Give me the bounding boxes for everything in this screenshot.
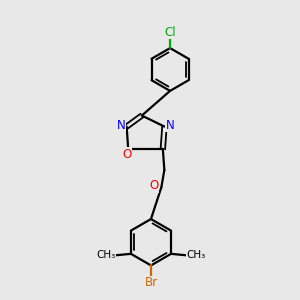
Text: N: N — [117, 118, 126, 132]
Text: CH₃: CH₃ — [186, 250, 206, 260]
Text: O: O — [122, 148, 131, 161]
Text: CH₃: CH₃ — [96, 250, 116, 260]
Text: N: N — [165, 118, 174, 132]
Text: Cl: Cl — [164, 26, 176, 38]
Text: O: O — [149, 179, 159, 192]
Text: Br: Br — [144, 277, 158, 290]
